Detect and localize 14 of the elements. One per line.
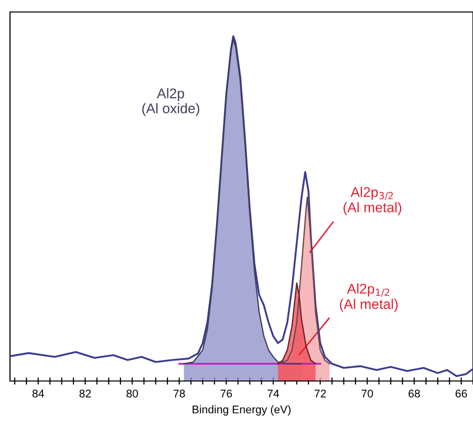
- x-tick-label: 74: [268, 390, 280, 398]
- text: Al2p$_{3/2}$ (Al metal): [344, 186, 402, 216]
- x-tick-label: 82: [80, 390, 91, 398]
- x-tick-label: 68: [408, 390, 420, 398]
- series-label: Al2p (Al oxide): [142, 88, 200, 116]
- x-axis-title: Binding Energy (eV): [192, 405, 291, 416]
- x-tick-label: 76: [220, 390, 232, 398]
- x-tick-label: 84: [32, 390, 44, 398]
- x-tick-label: 72: [314, 390, 326, 398]
- x-tick-label: 70: [362, 390, 373, 398]
- text: Al2p$_{1/2}$ (Al metal): [340, 283, 398, 312]
- x-tick-label: 66: [456, 390, 467, 398]
- x-tick-label: 80: [126, 390, 138, 398]
- x-tick-label: 78: [174, 390, 185, 398]
